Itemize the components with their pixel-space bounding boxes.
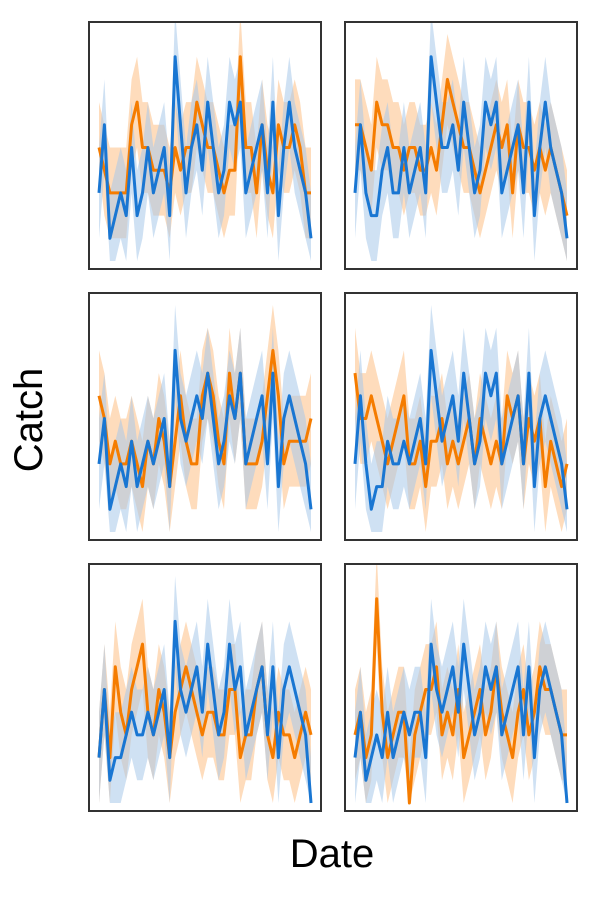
- facet-plot-area: [353, 564, 569, 805]
- panel-border: [88, 292, 322, 541]
- uncertainty-band-blue: [99, 305, 311, 532]
- facet-panel-4: [344, 292, 578, 541]
- panel-border: [344, 292, 578, 541]
- panel-border: [88, 21, 322, 270]
- facet-plot-area: [353, 305, 569, 532]
- facet-panel-1: [88, 21, 322, 270]
- panel-border: [88, 563, 322, 812]
- series-line-blue: [353, 348, 569, 511]
- facet-plot-area: [97, 22, 313, 261]
- x-axis-label: Date: [290, 832, 375, 876]
- facet-panel-5: [88, 563, 322, 812]
- panels-group: [88, 21, 578, 812]
- facet-panel-3: [88, 292, 322, 541]
- panel-border: [344, 563, 578, 812]
- series-line-blue: [97, 348, 313, 511]
- uncertainty-band-blue: [355, 598, 567, 803]
- series-line-blue: [97, 619, 313, 804]
- facet-plot-area: [97, 305, 313, 532]
- facet-plot-area: [97, 576, 313, 804]
- facet-panel-2: [344, 21, 578, 270]
- series-line-blue: [353, 55, 569, 239]
- y-axis-label: Catch: [7, 368, 51, 473]
- facet-panel-6: [344, 563, 578, 812]
- series-line-blue: [97, 55, 313, 240]
- facet-plot-area: [353, 22, 569, 261]
- series-line-blue: [353, 642, 569, 804]
- panel-border: [344, 21, 578, 270]
